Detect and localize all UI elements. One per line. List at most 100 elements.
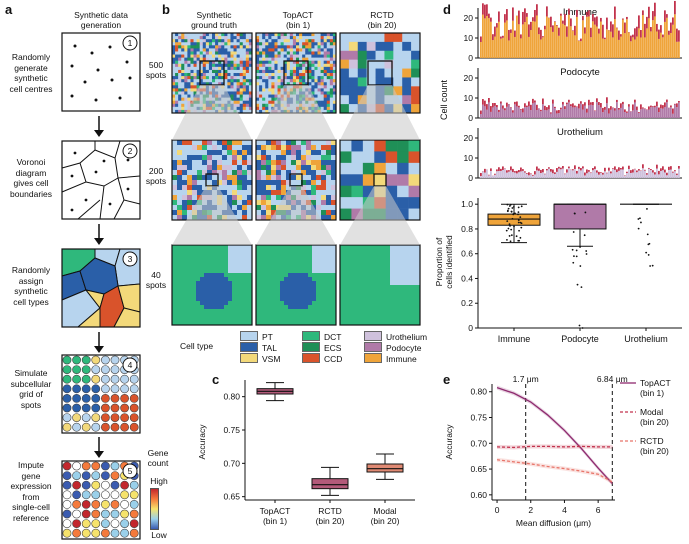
map-pixel <box>272 261 277 266</box>
map-pixel <box>332 82 337 86</box>
map-pixel <box>306 185 312 191</box>
y-tick-label: 10 <box>464 33 474 43</box>
hist-bar <box>536 104 538 111</box>
hist-bar <box>516 15 518 59</box>
map-pixel <box>215 60 219 65</box>
hist-bar <box>506 106 508 118</box>
data-point <box>510 234 513 237</box>
hist-bar <box>626 173 628 178</box>
map-pixel <box>323 94 328 98</box>
map-pixel <box>240 261 245 266</box>
spot <box>72 413 81 422</box>
map-pixel <box>202 36 207 40</box>
hist-bar <box>494 105 496 118</box>
map-pixel <box>283 33 288 37</box>
map-pixel <box>329 42 334 46</box>
map-pixel <box>272 293 277 298</box>
hist-bar <box>654 2 656 17</box>
map-pixel <box>266 185 272 191</box>
map-pixel <box>197 175 203 181</box>
map-pixel <box>301 165 307 171</box>
map-pixel <box>277 42 281 46</box>
map-pixel <box>308 73 312 77</box>
map-pixel <box>224 253 229 258</box>
hist-bar <box>492 175 494 178</box>
y-tick-label: 0.65 <box>470 464 487 474</box>
map-pixel <box>247 155 253 161</box>
legend-swatch <box>364 342 382 352</box>
map-pixel <box>256 106 260 111</box>
map-pixel <box>320 309 325 314</box>
zoom-connector <box>172 85 252 140</box>
map-pixel <box>296 76 300 80</box>
map-pixel <box>299 54 303 58</box>
legend-label: Urothelium <box>386 332 428 342</box>
map-pixel <box>311 145 317 151</box>
map-pixel <box>274 85 278 89</box>
map-pixel <box>197 165 203 171</box>
legend-item-tal: TAL <box>240 342 277 353</box>
hist-bar <box>534 9 536 22</box>
map-pixel <box>332 301 337 306</box>
map-pixel <box>227 85 231 89</box>
map-pixel <box>300 273 305 278</box>
map-pixel <box>220 253 225 258</box>
map-pixel <box>187 195 193 201</box>
map-pixel <box>190 85 194 89</box>
map-pixel <box>192 317 197 322</box>
map-pixel <box>192 145 198 151</box>
map-pixel <box>289 48 294 52</box>
hist-bar <box>506 9 508 21</box>
map-pixel <box>268 301 273 306</box>
map-pixel <box>326 69 331 74</box>
map-pixel <box>176 253 181 258</box>
hist-bar <box>642 15 644 58</box>
map-pixel <box>212 60 216 65</box>
map-pixel <box>233 100 237 105</box>
map-pixel <box>276 305 281 310</box>
hist-bar <box>646 109 648 111</box>
map-pixel <box>178 45 182 49</box>
map-pixel <box>184 76 188 80</box>
map-pixel <box>217 150 223 156</box>
hist-bar <box>632 172 634 178</box>
hist-bar <box>586 173 588 178</box>
map-pixel <box>218 33 222 37</box>
map-pixel <box>187 190 193 196</box>
map-pixel <box>292 313 297 318</box>
map-pixel <box>286 54 291 58</box>
hist-bar <box>562 20 564 24</box>
map-pixel <box>182 185 188 191</box>
map-pixel <box>321 165 327 171</box>
spot <box>91 413 101 422</box>
map-pixel <box>332 109 337 114</box>
map-pixel <box>332 277 337 282</box>
map-pixel <box>289 79 294 83</box>
hist-bar <box>520 167 522 172</box>
hist-bar <box>624 109 626 113</box>
map-pixel <box>385 174 398 187</box>
map-pixel <box>277 88 281 92</box>
map-pixel <box>224 69 228 74</box>
x-tick-label: 0 <box>495 505 500 515</box>
map-pixel <box>256 85 260 89</box>
map-pixel <box>331 150 337 156</box>
map-pixel <box>244 253 249 258</box>
hist-bar <box>564 106 566 110</box>
map-pixel <box>296 245 301 250</box>
map-pixel <box>312 297 317 302</box>
map-pixel <box>205 48 210 52</box>
map-pixel <box>220 261 225 266</box>
hist-bar <box>576 173 578 178</box>
map-pixel <box>236 285 241 290</box>
map-pixel <box>284 265 289 270</box>
map-pixel <box>199 76 204 80</box>
map-pixel <box>190 63 194 68</box>
hist-bar <box>534 174 536 178</box>
map-pixel <box>265 42 269 46</box>
map-pixel <box>197 160 203 166</box>
map-pixel <box>317 42 321 46</box>
hist-bar <box>516 101 518 107</box>
map-pixel <box>184 249 189 254</box>
hist-bar <box>568 102 570 118</box>
